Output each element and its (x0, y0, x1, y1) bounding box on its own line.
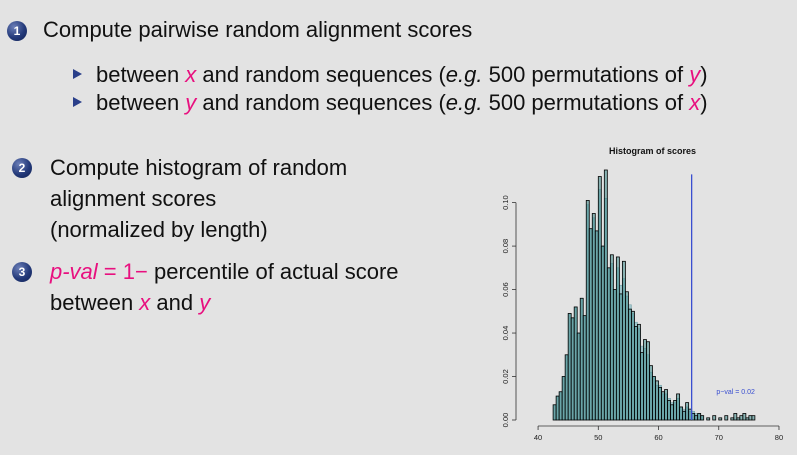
y-tick-label: 0.04 (501, 326, 510, 341)
histogram-bar-series-1 (615, 256, 620, 421)
histogram-bar-series-1 (564, 354, 569, 421)
histogram-bar-series-1 (673, 400, 677, 421)
histogram-bar-series-1 (618, 293, 623, 421)
step-1-bullet-1: between x and random sequences (e.g. 500… (73, 62, 708, 88)
histogram-bar-series-1 (624, 291, 629, 421)
y-tick-label: 0.00 (501, 413, 510, 428)
histogram-bar-series-1 (609, 254, 614, 421)
histogram-bar-series-1 (724, 415, 729, 421)
histogram-chart: Histogram of scores 0.00 0.02 0.04 0.06 0.08 0… (501, 146, 783, 442)
p-value-annotation: p−val = 0.02 (716, 389, 755, 396)
histogram-bar-series-1 (555, 395, 560, 421)
histogram-bar-series-1 (588, 228, 593, 421)
histogram-bar-series-1 (561, 376, 566, 421)
histogram-bar-series-1 (576, 332, 581, 421)
histogram-bar-series-1 (655, 380, 659, 421)
histogram-bar-series-1 (736, 417, 741, 421)
histogram-bar-series-1 (567, 313, 572, 421)
histogram-bar-series-1 (733, 413, 738, 421)
histogram-bar-series-1 (685, 402, 690, 421)
histogram-bar-series-1 (679, 406, 684, 421)
histogram-bar-series-1 (643, 339, 647, 421)
x-tick-label: 50 (594, 433, 602, 442)
histogram-bar-series-1 (748, 415, 753, 421)
y-tick-label: 0.08 (501, 239, 510, 254)
p-val-formula: = 1− (97, 259, 154, 284)
step-1-badge: 1 (7, 21, 27, 41)
histogram-bar-series-1 (664, 389, 668, 421)
histogram-bar-series-1 (634, 326, 638, 421)
histogram-bar-series-1 (682, 410, 687, 421)
x-tick-label: 60 (654, 433, 662, 442)
bullet-triangle-icon (73, 69, 82, 80)
step-2-line-3: (normalized by length) (50, 217, 268, 242)
histogram-bar-series-1 (658, 386, 662, 421)
histogram-bar-series-1 (676, 393, 681, 421)
histogram-bar-series-1 (700, 415, 705, 421)
histogram-bar-series-1 (730, 417, 735, 421)
step-2-line-1: Compute histogram of random (50, 155, 348, 180)
histogram-bar-series-1 (742, 413, 747, 421)
x-tick-label: 40 (534, 433, 542, 442)
histogram-bar-series-1 (697, 413, 702, 421)
histogram-bar-series-1 (573, 306, 578, 421)
histogram-bar-series-1 (751, 415, 756, 421)
step-2-badge: 2 (12, 158, 32, 178)
histogram-bar-series-1 (591, 213, 596, 421)
x-tick-label: 70 (715, 433, 723, 442)
chart-title: Histogram of scores (609, 146, 696, 156)
y-tick-label: 0.10 (501, 195, 510, 210)
histogram-bar-series-1 (552, 404, 557, 421)
histogram-bar-series-1 (646, 341, 650, 421)
histogram-bar-series-1 (661, 391, 665, 421)
histogram-bar-series-1 (594, 230, 599, 421)
step-1-bullet-2: between y and random sequences (e.g. 500… (73, 90, 708, 116)
histogram-bar-series-1 (745, 417, 750, 421)
histogram-bar-series-1 (585, 200, 590, 421)
histogram-bar-series-1 (579, 297, 584, 421)
bullet-triangle-icon (73, 97, 82, 108)
histogram-bar-series-1 (612, 289, 617, 421)
step-3-line-2: between x and y (50, 290, 211, 315)
step-1-text: Compute pairwise random alignment scores (43, 17, 473, 42)
histogram-bar-series-1 (670, 404, 674, 421)
step-2-line-2: alignment scores (50, 186, 217, 211)
histogram-bar-series-1 (558, 391, 563, 421)
y-tick-label: 0.02 (501, 369, 510, 384)
histogram-bar-series-1 (649, 365, 653, 421)
histogram-bar-series-1 (718, 417, 723, 421)
histogram-bar-series-1 (582, 315, 587, 421)
y-tick-label: 0.06 (501, 282, 510, 297)
histogram-bar-series-1 (637, 323, 641, 421)
p-val-label: p-val (50, 259, 98, 284)
histogram-bar-series-1 (603, 169, 608, 421)
histogram-bar-series-1 (631, 310, 635, 421)
histogram-bar-series-1 (597, 176, 602, 421)
histogram-bar-series-1 (628, 308, 632, 421)
histogram-bar-series-1 (570, 317, 575, 421)
histogram-bar-series-1 (706, 417, 711, 421)
step-3-line-1: p-val = 1− percentile of actual score (50, 259, 399, 284)
histogram-bar-series-1 (606, 267, 611, 421)
histogram-bar-series-1 (640, 352, 644, 421)
histogram-bar-series-1 (694, 415, 699, 421)
histogram-bar-series-1 (600, 245, 605, 421)
x-tick-label: 80 (775, 433, 783, 442)
step-3-badge: 3 (12, 262, 32, 282)
histogram-bar-series-1 (739, 415, 744, 421)
histogram-bar-series-1 (621, 260, 626, 421)
histogram-bar-series-1 (712, 415, 717, 421)
histogram-bar-series-1 (667, 400, 671, 421)
histogram-bar-series-1 (652, 376, 656, 421)
